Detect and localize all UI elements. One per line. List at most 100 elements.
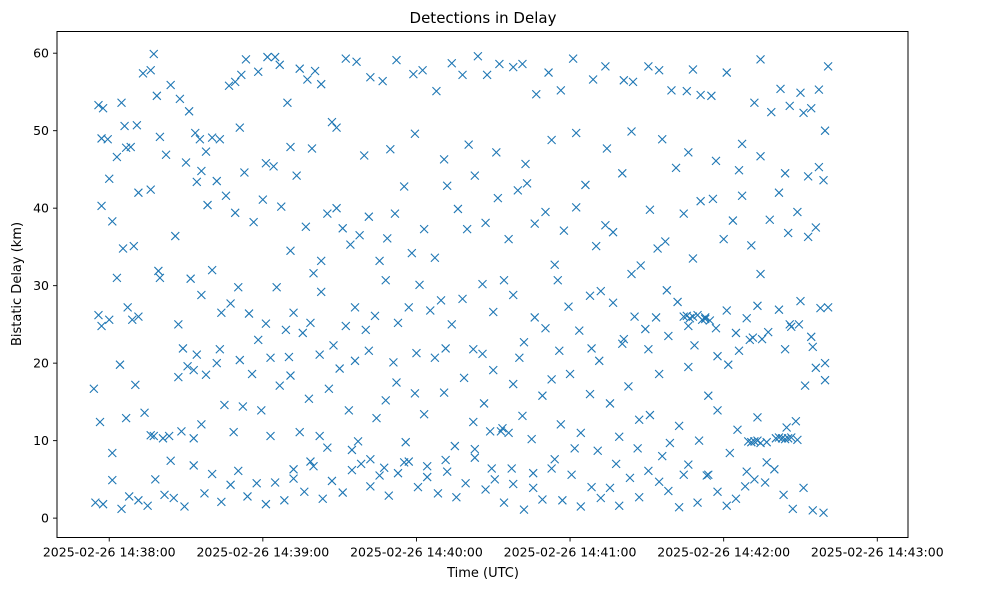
data-point-marker — [711, 156, 721, 166]
data-point-marker — [370, 311, 380, 321]
data-point-marker — [97, 321, 106, 331]
data-point-marker — [216, 308, 226, 318]
data-point-marker — [316, 287, 326, 297]
data-point-marker — [657, 134, 667, 144]
data-point-marker — [112, 152, 122, 162]
data-point-marker — [605, 483, 615, 493]
data-point-marker — [332, 203, 341, 213]
data-point-marker — [419, 224, 429, 234]
data-point-marker — [806, 103, 816, 113]
data-point-marker — [284, 352, 294, 362]
data-point-marker — [439, 154, 449, 164]
data-point-marker — [286, 142, 295, 152]
data-point-marker — [731, 494, 741, 504]
data-point-marker — [737, 139, 747, 149]
data-point-marker — [662, 285, 672, 295]
data-point-marker — [644, 344, 653, 354]
data-point-marker — [401, 437, 411, 447]
data-point-marker — [221, 191, 231, 201]
data-point-marker — [757, 334, 767, 344]
data-point-marker — [665, 438, 675, 448]
data-point-marker — [138, 68, 148, 78]
data-point-marker — [538, 391, 547, 401]
data-point-marker — [803, 172, 813, 181]
data-point-marker — [733, 425, 742, 435]
data-point-marker — [630, 312, 639, 322]
data-point-marker — [441, 455, 451, 465]
data-point-marker — [117, 98, 126, 108]
data-point-marker — [793, 435, 802, 445]
data-point-marker — [146, 65, 156, 75]
data-point-marker — [725, 448, 735, 458]
data-point-marker — [596, 493, 606, 503]
y-tick-label: 40 — [33, 201, 49, 216]
data-point-marker — [335, 364, 345, 373]
data-point-marker — [674, 421, 684, 431]
data-point-marker — [164, 431, 174, 441]
data-point-marker — [390, 209, 400, 218]
data-point-marker — [557, 495, 567, 505]
data-point-marker — [593, 446, 603, 456]
data-point-marker — [382, 234, 392, 243]
data-point-marker — [748, 333, 758, 342]
data-point-marker — [123, 302, 133, 312]
data-point-marker — [627, 269, 636, 279]
data-point-marker — [134, 312, 143, 322]
data-point-marker — [470, 171, 480, 181]
y-tick-label: 60 — [33, 46, 49, 61]
data-point-marker — [468, 344, 478, 354]
data-point-marker — [518, 411, 527, 421]
data-point-marker — [432, 86, 441, 96]
data-point-marker — [197, 419, 206, 429]
data-point-marker — [742, 313, 752, 323]
data-point-marker — [660, 237, 670, 246]
data-point-marker — [771, 433, 781, 443]
data-point-marker — [181, 158, 191, 167]
data-point-marker — [700, 314, 710, 324]
data-point-marker — [587, 482, 596, 492]
data-point-marker — [322, 443, 332, 453]
data-point-marker — [180, 502, 189, 511]
data-point-marker — [244, 309, 254, 318]
data-point-marker — [679, 209, 689, 218]
data-point-marker — [614, 432, 624, 442]
data-point-marker — [375, 471, 384, 480]
data-point-marker — [488, 365, 498, 375]
data-point-marker — [292, 171, 302, 181]
data-point-marker — [513, 185, 523, 195]
data-point-marker — [799, 108, 808, 118]
data-point-marker — [495, 59, 504, 69]
data-point-marker — [688, 312, 698, 322]
data-point-marker — [150, 474, 160, 484]
data-point-marker — [756, 438, 765, 448]
data-point-marker — [266, 353, 275, 363]
data-point-marker — [192, 350, 202, 360]
data-point-marker — [628, 77, 638, 87]
data-point-marker — [605, 399, 615, 408]
data-point-marker — [309, 461, 318, 471]
data-point-marker — [458, 70, 467, 80]
data-point-marker — [258, 195, 268, 205]
data-point-marker — [230, 77, 240, 87]
data-point-marker — [588, 75, 598, 84]
data-point-marker — [619, 75, 629, 85]
data-point-marker — [263, 52, 272, 62]
data-point-marker — [392, 378, 401, 387]
data-point-marker — [129, 241, 139, 251]
data-point-marker — [91, 498, 100, 508]
data-point-marker — [299, 487, 309, 497]
data-point-marker — [683, 460, 693, 470]
points-layer — [89, 49, 833, 518]
data-point-marker — [149, 431, 159, 441]
data-point-marker — [381, 395, 391, 405]
data-point-marker — [243, 492, 252, 501]
data-point-marker — [571, 128, 581, 138]
data-point-marker — [762, 457, 772, 467]
data-point-marker — [261, 499, 271, 509]
data-point-marker — [107, 216, 117, 226]
y-tick-label: 30 — [33, 278, 49, 293]
data-point-marker — [667, 86, 676, 95]
data-point-marker — [596, 286, 606, 296]
data-point-marker — [746, 240, 756, 250]
data-point-marker — [750, 98, 759, 108]
